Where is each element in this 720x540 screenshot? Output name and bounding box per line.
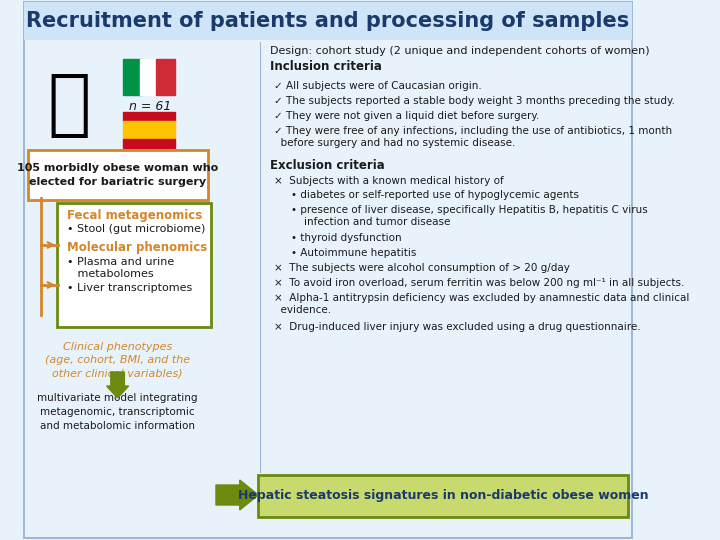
FancyBboxPatch shape [57,203,211,327]
Text: ✓ All subjects were of Caucasian origin.: ✓ All subjects were of Caucasian origin. [274,81,482,91]
Text: ✓ They were not given a liquid diet before surgery.: ✓ They were not given a liquid diet befo… [274,111,539,121]
FancyArrow shape [107,372,129,398]
Text: Exclusion criteria: Exclusion criteria [270,159,385,172]
FancyArrow shape [216,480,258,510]
Text: ×  Subjects with a known medical history of: × Subjects with a known medical history … [274,176,503,186]
Text: n = 61: n = 61 [129,100,171,113]
Text: • Plasma and urine: • Plasma and urine [67,257,174,267]
Text: ×  Drug-induced liver injury was excluded using a drug questionnaire.: × Drug-induced liver injury was excluded… [274,322,640,332]
Text: Inclusion criteria: Inclusion criteria [270,60,382,73]
Text: • Stool (gut microbiome): • Stool (gut microbiome) [67,224,205,234]
Bar [156,59,175,95]
Text: multivariate model integrating
metagenomic, transcriptomic
and metabolomic infor: multivariate model integrating metagenom… [37,393,198,431]
Text: ✓ The subjects reported a stable body weight 3 months preceding the study.: ✓ The subjects reported a stable body we… [274,96,675,106]
Bar [122,59,142,95]
Text: • presence of liver disease, specifically Hepatitis B, hepatitis C virus
    inf: • presence of liver disease, specificall… [291,205,647,227]
FancyBboxPatch shape [258,475,628,517]
Text: Clinical phenotypes
(age, cohort, BMI, and the
other clinical variables): Clinical phenotypes (age, cohort, BMI, a… [45,342,190,379]
Text: Fecal metagenomics: Fecal metagenomics [67,208,202,221]
Text: n = 44: n = 44 [129,154,171,167]
Text: ×  The subjects were alcohol consumption of > 20 g/day: × The subjects were alcohol consumption … [274,263,570,273]
Bar [122,139,175,148]
Text: Recruitment of patients and processing of samples: Recruitment of patients and processing o… [27,11,629,31]
Text: Hepatic steatosis signatures in non-diabetic obese women: Hepatic steatosis signatures in non-diab… [238,489,649,503]
Bar [24,2,631,40]
Text: 🧕: 🧕 [48,71,91,139]
Bar [122,121,175,139]
Text: ×  To avoid iron overload, serum ferritin was below 200 ng ml⁻¹ in all subjects.: × To avoid iron overload, serum ferritin… [274,278,684,288]
Text: • Autoimmune hepatitis: • Autoimmune hepatitis [291,248,416,258]
Text: Molecular phenomics: Molecular phenomics [67,241,207,254]
FancyBboxPatch shape [27,150,207,200]
Bar [122,112,175,121]
Text: 105 morbidly obese woman who
elected for bariatric surgery: 105 morbidly obese woman who elected for… [17,164,218,187]
Text: ✓ They were free of any infections, including the use of antibiotics, 1 month
  : ✓ They were free of any infections, incl… [274,126,672,148]
Text: ×  Alpha-1 antitrypsin deficiency was excluded by anamnestic data and clinical
 : × Alpha-1 antitrypsin deficiency was exc… [274,293,689,315]
Text: • Liver transcriptomes: • Liver transcriptomes [67,283,192,293]
Bar [140,59,158,95]
Text: metabolomes: metabolomes [67,269,153,279]
Text: Design: cohort study (2 unique and independent cohorts of women): Design: cohort study (2 unique and indep… [270,46,650,56]
Text: • diabetes or self-reported use of hypoglycemic agents: • diabetes or self-reported use of hypog… [291,190,579,200]
Text: • thyroid dysfunction: • thyroid dysfunction [291,233,401,243]
